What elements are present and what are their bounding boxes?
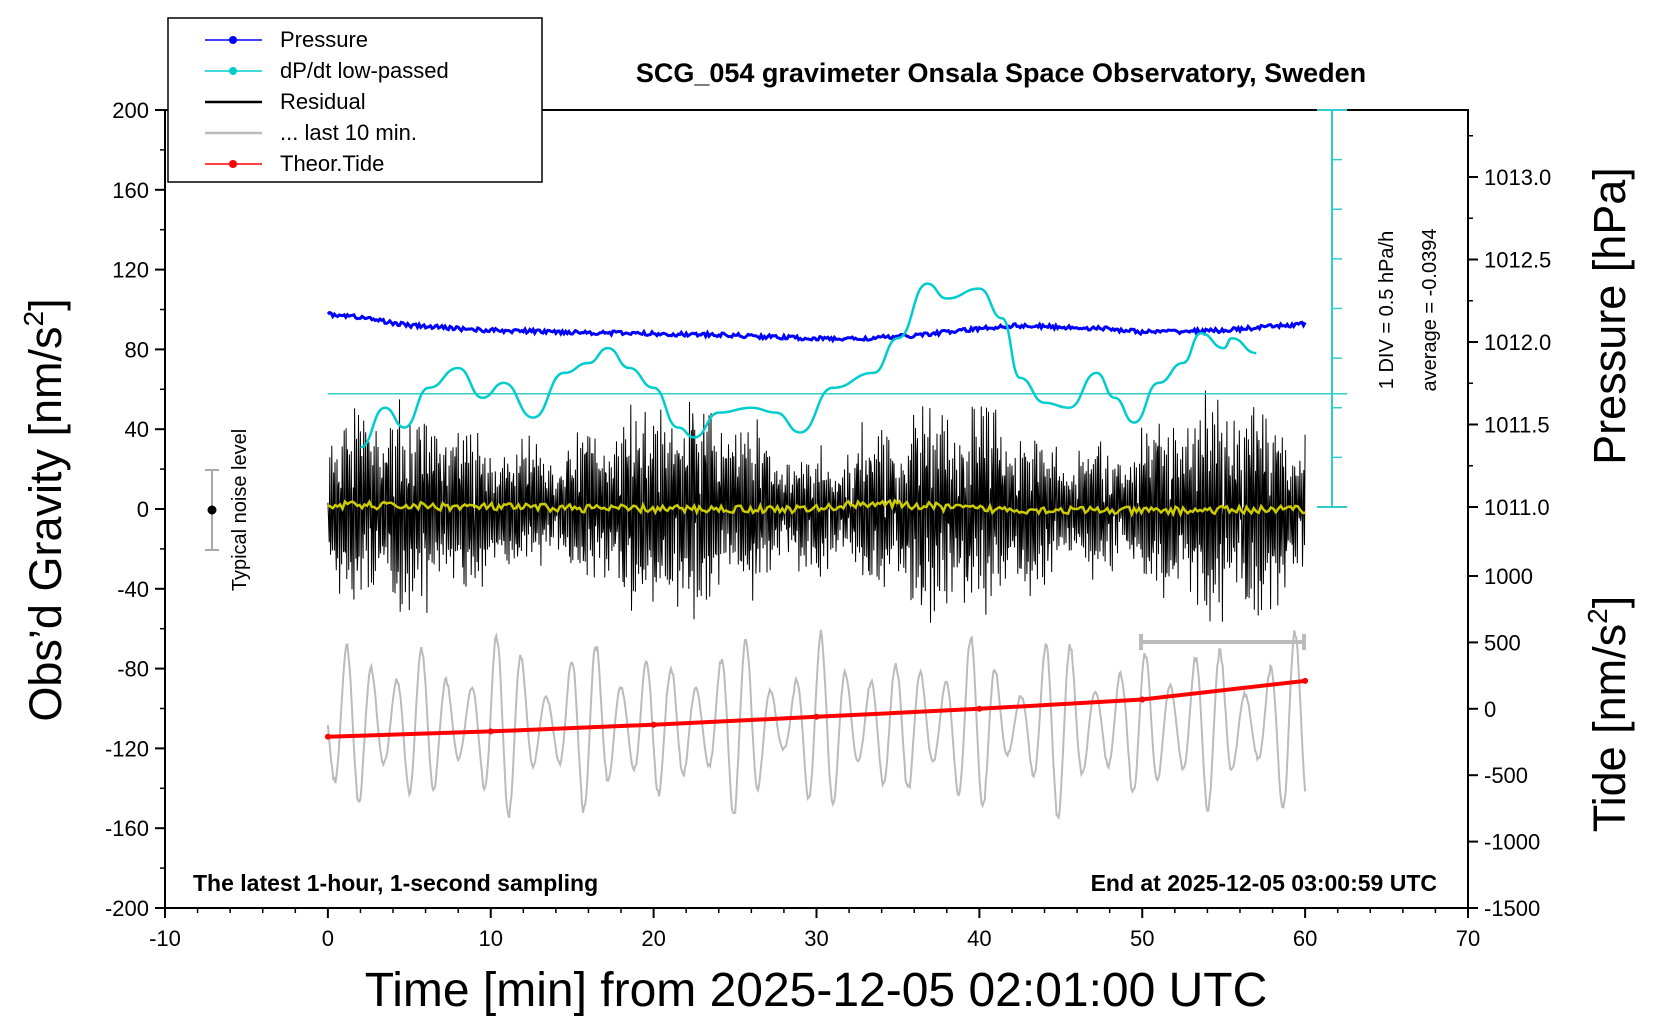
x-tick-label: 70 <box>1456 926 1480 951</box>
legend-label: Theor.Tide <box>280 151 384 176</box>
legend-swatch-dot <box>229 67 237 75</box>
x-tick-label: 20 <box>641 926 665 951</box>
y-axis-left: 200 160 120 80 40 0 -40 -80 -120 -160 -200 <box>105 98 165 921</box>
legend-item: Residual <box>205 89 366 114</box>
y-axis-left-label-text: Obs’d Gravity [nm/s <box>20 327 71 722</box>
legend-item: Pressure <box>205 27 368 52</box>
y-pressure-tick-label: 1011.0 <box>1484 495 1550 520</box>
y-axis-left-label-superscript: 2 <box>18 311 49 327</box>
residual-smoothed-trace <box>327 498 1306 518</box>
tide-point <box>650 721 657 728</box>
y-axis-tide-label-text: Tide [nm/s <box>1584 624 1635 832</box>
x-tick-label: 60 <box>1293 926 1317 951</box>
y-tide-tick-label: 0 <box>1484 697 1496 722</box>
y-left-tick-label: -80 <box>117 657 149 682</box>
y-axis-pressure: 1013.0 1012.5 1012.0 1011.5 1011.0 <box>1468 135 1551 520</box>
x-tick-label: 50 <box>1130 926 1154 951</box>
dpdt-average-label: average = -0.0394 <box>1419 229 1441 392</box>
y-left-tick-label: -160 <box>105 816 149 841</box>
y-left-tick-label: 200 <box>112 98 149 123</box>
dpdt-trace <box>359 282 1257 449</box>
y-left-tick-label: -200 <box>105 896 149 921</box>
gray-trace-line <box>326 629 1307 821</box>
x-axis-label: Time [min] from 2025-12-05 02:01:00 UTC <box>365 964 1268 1017</box>
y-tide-tick-label: -500 <box>1484 763 1528 788</box>
y-left-tick-label: 160 <box>112 178 149 203</box>
footer-left-label: The latest 1-hour, 1-second sampling <box>193 870 598 896</box>
dpdt-axis-group <box>327 109 1347 508</box>
y-axis-left-label-bracket: ] <box>20 298 71 311</box>
pressure-line <box>326 310 1307 344</box>
legend-swatch-dot <box>229 36 237 44</box>
noise-level-label: Typical noise level <box>229 429 251 591</box>
legend-box <box>167 17 543 183</box>
residual-gray-trace <box>326 629 1307 821</box>
residual-line <box>327 390 1306 623</box>
legend-label: dP/dt low-passed <box>280 58 449 83</box>
y-tide-tick-label: 500 <box>1484 630 1521 655</box>
y-tide-tick-label: -1000 <box>1484 830 1540 855</box>
y-axis-tide-label-bracket: ] <box>1584 596 1635 609</box>
y-left-tick-label: 0 <box>137 497 149 522</box>
y-pressure-tick-label: 1012.5 <box>1484 248 1551 273</box>
x-tick-label: 40 <box>967 926 991 951</box>
y-left-tick-label: -40 <box>117 577 149 602</box>
y-axis-left-label: Obs’d Gravity [nm/s2] <box>18 298 71 721</box>
y-pressure-tick-label: 1012.0 <box>1484 330 1551 355</box>
legend-item: ... last 10 min. <box>205 120 417 145</box>
tide-point <box>976 705 983 712</box>
chart-title: SCG_054 gravimeter Onsala Space Observat… <box>636 58 1366 88</box>
tide-point <box>1139 696 1146 703</box>
x-tick-label: -10 <box>149 926 181 951</box>
tide-point <box>487 728 494 735</box>
x-tick-label: 30 <box>804 926 828 951</box>
noise-level-indicator <box>205 469 219 551</box>
pressure-trace <box>326 310 1307 344</box>
y-pressure-tick-label: 1013.0 <box>1484 165 1551 190</box>
y-left-tick-label: -120 <box>105 736 149 761</box>
legend-item: dP/dt low-passed <box>205 58 449 83</box>
x-tick-label: 0 <box>322 926 334 951</box>
y-tide-tick-label: -1500 <box>1484 896 1540 921</box>
residual-trace <box>327 390 1306 623</box>
y-axis-tide-label-superscript: 2 <box>1582 608 1613 624</box>
legend-swatch-dot <box>229 160 237 168</box>
tide-point <box>324 733 331 740</box>
tide-trace <box>324 677 1309 740</box>
dpdt-line <box>359 282 1257 449</box>
dpdt-scale-label: 1 DIV = 0.5 hPa/h <box>1376 231 1398 389</box>
y-axis-tide-label: Tide [nm/s2] <box>1582 596 1635 832</box>
legend-label: ... last 10 min. <box>280 120 417 145</box>
y-pressure-tick-label: 1011.5 <box>1484 413 1550 438</box>
legend-label: Pressure <box>280 27 368 52</box>
y-tide-tick-label: 1000 <box>1484 564 1533 589</box>
y-left-tick-label: 80 <box>125 337 149 362</box>
residual-smoothed-line <box>327 498 1306 518</box>
legend: Pressure dP/dt low-passed Residual ... last… <box>167 17 543 183</box>
tide-point <box>1302 677 1309 684</box>
y-left-tick-label: 40 <box>125 417 149 442</box>
footer-right-label: End at 2025-12-05 03:00:59 UTC <box>1091 870 1437 896</box>
x-axis: -10 0 10 20 30 40 50 60 70 <box>149 908 1480 951</box>
legend-label: Residual <box>280 89 366 114</box>
y-left-tick-label: 120 <box>112 258 149 283</box>
last-10-min-bracket <box>1139 634 1306 650</box>
y-axis-pressure-label: Pressure [hPa] <box>1584 167 1635 465</box>
y-axis-tide: 1000 500 0 -500 -1000 -1500 <box>1468 564 1540 921</box>
legend-item: Theor.Tide <box>205 151 384 176</box>
x-tick-label: 10 <box>479 926 503 951</box>
tide-point <box>813 713 820 720</box>
